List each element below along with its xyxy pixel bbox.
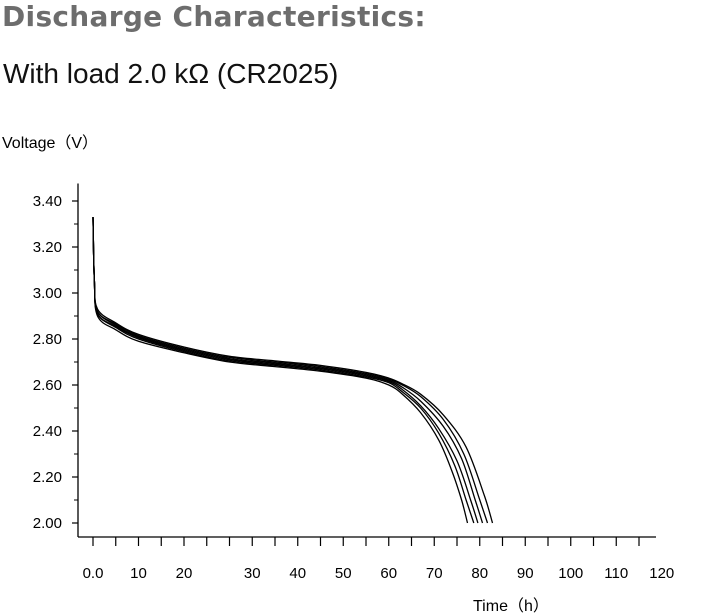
x-tick-label: 100 [558,565,583,582]
y-tick-label: 3.40 [33,193,62,210]
y-tick-label: 2.80 [33,331,62,348]
y-axis-label: Voltage（V） [2,134,98,152]
discharge-curve-1 [92,217,469,524]
y-tick-label: 2.20 [33,469,62,486]
y-tick-label: 3.00 [33,285,62,302]
discharge-curve-3 [92,217,479,524]
x-tick-label: 50 [335,565,352,582]
x-axis-label: Time（h） [473,597,549,615]
x-tick-label: 0.0 [83,565,104,582]
x-tick-label: 110 [604,565,628,582]
chart-subtitle: With load 2.0 kΩ (CR2025) [3,58,339,89]
series-layer [92,217,494,524]
y-tick-label: 2.00 [33,515,62,532]
plot-area: 2.00 2.20 2.40 2.60 2.80 3.00 3.20 3.40 0.0 10 20… [33,183,674,582]
x-tick-label: 120 [649,565,674,582]
x-tick-label: 20 [176,565,193,582]
x-tick-label: 90 [517,565,534,582]
x-tick-label: 70 [426,565,443,582]
x-tick-label: 80 [471,565,488,582]
y-axis: 2.00 2.20 2.40 2.60 2.80 3.00 3.20 3.40 [33,183,79,537]
page-title: Discharge Characteristics: [2,0,426,33]
discharge-curve-5 [92,217,489,524]
discharge-curve-2 [92,217,475,524]
x-axis: 0.0 10 20 30 40 50 60 70 80 90 100 110 120 [78,536,674,582]
x-tick-label: 30 [244,565,261,582]
y-tick-label: 2.40 [33,423,62,440]
y-tick-label: 2.60 [33,377,62,394]
discharge-curve-6 [92,217,494,524]
discharge-curve-4 [92,217,484,524]
x-tick-label: 40 [289,565,306,582]
x-tick-label: 10 [130,565,147,582]
x-tick-label: 60 [380,565,397,582]
y-tick-label: 3.20 [33,239,62,256]
